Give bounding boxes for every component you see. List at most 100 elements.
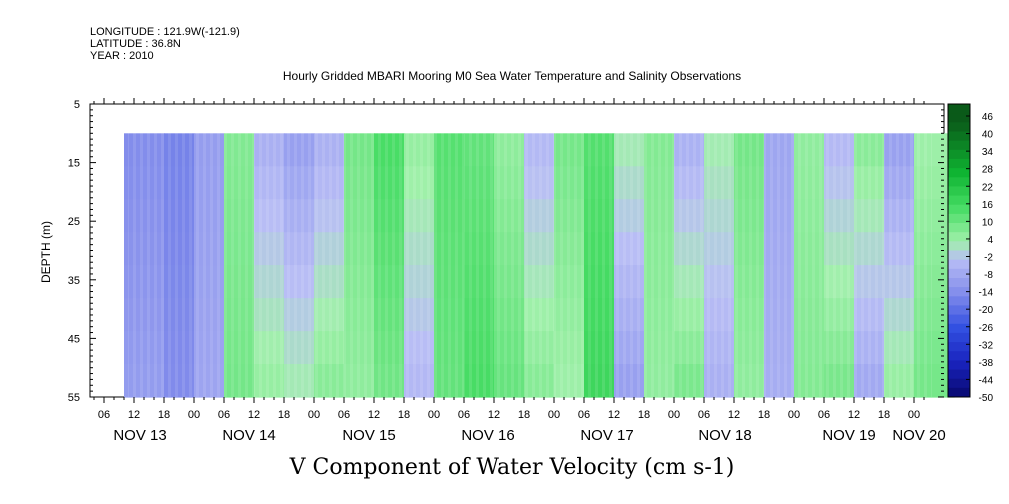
- x-hour-label: 06: [98, 409, 110, 421]
- colorbar-label: 46: [982, 112, 994, 123]
- colorbar-segment: [948, 360, 970, 371]
- colorbar-segment: [948, 332, 970, 343]
- x-hour-label: 00: [188, 409, 200, 421]
- colorbar-label: 34: [982, 147, 994, 158]
- colorbar-label: -44: [979, 375, 994, 386]
- y-axis: 5 15 25 35 45 55: [68, 99, 944, 404]
- x-hour-label: 06: [698, 409, 710, 421]
- x-hour-labels: 06 12 18 00 06 12 18 00 06 12 18 00 06 12 18 00 06 12 18 00…: [98, 409, 920, 421]
- colorbar-segment: [948, 241, 970, 251]
- colorbar-segment: [948, 195, 970, 206]
- x-hour-label: 18: [518, 409, 530, 421]
- colorbar-label: -38: [979, 358, 994, 369]
- bottom-axis-ticks: [93, 397, 925, 403]
- x-day-label: NOV 18: [698, 427, 751, 444]
- colorbar-segment: [948, 158, 970, 169]
- x-day-label: NOV 17: [580, 427, 633, 444]
- colorbar-label: 40: [982, 130, 994, 141]
- latitude-label: LATITUDE : 36.8N: [90, 38, 181, 50]
- x-hour-label: 00: [788, 409, 800, 421]
- x-hour-label: 18: [278, 409, 290, 421]
- colorbar-label: 22: [982, 182, 994, 193]
- colorbar-segment: [948, 305, 970, 316]
- colorbar-segment: [948, 268, 970, 279]
- colorbar-segment: [948, 314, 970, 325]
- colorbar-segment: [948, 223, 970, 233]
- colorbar-segment: [948, 131, 970, 142]
- y-tick-label: 35: [68, 275, 80, 287]
- colorbar-label: 28: [982, 165, 994, 176]
- colorbar-segment: [948, 287, 970, 297]
- colorbar-segment: [948, 149, 970, 160]
- heatmap-texture: [128, 133, 932, 397]
- x-hour-label: 18: [398, 409, 410, 421]
- colorbar-segment: [948, 259, 970, 270]
- x-day-label: NOV 19: [822, 427, 875, 444]
- colorbar-segment: [948, 122, 970, 132]
- x-day-label: NOV 20: [892, 427, 945, 444]
- colorbar-label: -20: [979, 305, 994, 316]
- colorbar-segment: [948, 296, 970, 306]
- x-hour-label: 18: [878, 409, 890, 421]
- colorbar-label: -14: [979, 288, 994, 299]
- colorbar-label: -32: [979, 340, 994, 351]
- x-hour-label: 18: [758, 409, 770, 421]
- x-axis-label: V Component of Water Velocity (cm s-1): [289, 455, 735, 480]
- colorbar-segment: [948, 186, 970, 197]
- x-day-label: NOV 13: [113, 427, 166, 444]
- x-hour-label: 12: [128, 409, 140, 421]
- x-hour-label: 00: [668, 409, 680, 421]
- colorbar-segment: [948, 387, 970, 398]
- x-hour-label: 00: [428, 409, 440, 421]
- x-day-label: NOV 15: [342, 427, 395, 444]
- y-tick-label: 55: [68, 392, 80, 404]
- year-label: YEAR : 2010: [90, 50, 154, 62]
- x-hour-label: 06: [818, 409, 830, 421]
- colorbar-segment: [948, 204, 970, 215]
- x-hour-label: 00: [548, 409, 560, 421]
- colorbar-segment: [948, 232, 970, 242]
- longitude-label: LONGITUDE : 121.9W(-121.9): [90, 26, 240, 38]
- top-axis-ticks: [93, 98, 925, 104]
- x-hour-label: 12: [248, 409, 260, 421]
- colorbar-label: -8: [984, 270, 993, 281]
- x-hour-label: 06: [458, 409, 470, 421]
- colorbar-segment: [948, 278, 970, 288]
- y-tick-label: 5: [74, 99, 80, 111]
- x-hour-label: 00: [908, 409, 920, 421]
- colorbar-segment: [948, 323, 970, 334]
- x-hour-label: 12: [728, 409, 740, 421]
- y-tick-label: 15: [68, 158, 80, 170]
- colorbar-frame: [947, 103, 971, 398]
- x-hour-label: 12: [848, 409, 860, 421]
- x-day-label: NOV 16: [461, 427, 514, 444]
- x-hour-label: 00: [308, 409, 320, 421]
- colorbar-segment: [948, 378, 970, 389]
- y-tick-label: 45: [68, 333, 80, 345]
- colorbar-segment: [948, 168, 970, 178]
- colorbar: 46 40 34 28 22 16 10 4 -2 -8 -14 -20 -26 -32 -38 -44 -50: [947, 103, 994, 404]
- x-hour-label: 12: [368, 409, 380, 421]
- colorbar-segment: [948, 113, 970, 123]
- colorbar-label: -2: [984, 253, 993, 264]
- colorbar-segment: [948, 140, 970, 151]
- x-day-label: NOV 14: [222, 427, 275, 444]
- colorbar-label: 4: [987, 235, 993, 246]
- colorbar-label: 10: [982, 217, 994, 228]
- chart-title: Hourly Gridded MBARI Mooring M0 Sea Wate…: [283, 69, 741, 83]
- x-hour-label: 06: [578, 409, 590, 421]
- x-hour-label: 12: [608, 409, 620, 421]
- x-hour-label: 06: [338, 409, 350, 421]
- colorbar-label: -26: [979, 323, 994, 334]
- colorbar-segment: [948, 342, 970, 352]
- colorbar-segment: [948, 351, 970, 361]
- x-hour-label: 18: [158, 409, 170, 421]
- x-hour-label: 12: [488, 409, 500, 421]
- colorbar-segment: [948, 177, 970, 187]
- colorbar-label: -50: [979, 393, 994, 404]
- y-axis-label: DEPTH (m): [39, 221, 53, 283]
- x-day-labels: NOV 13 NOV 14 NOV 15 NOV 16 NOV 17 NOV 18 NOV …: [113, 427, 945, 444]
- x-hour-label: 18: [638, 409, 650, 421]
- colorbar-segment: [948, 250, 970, 261]
